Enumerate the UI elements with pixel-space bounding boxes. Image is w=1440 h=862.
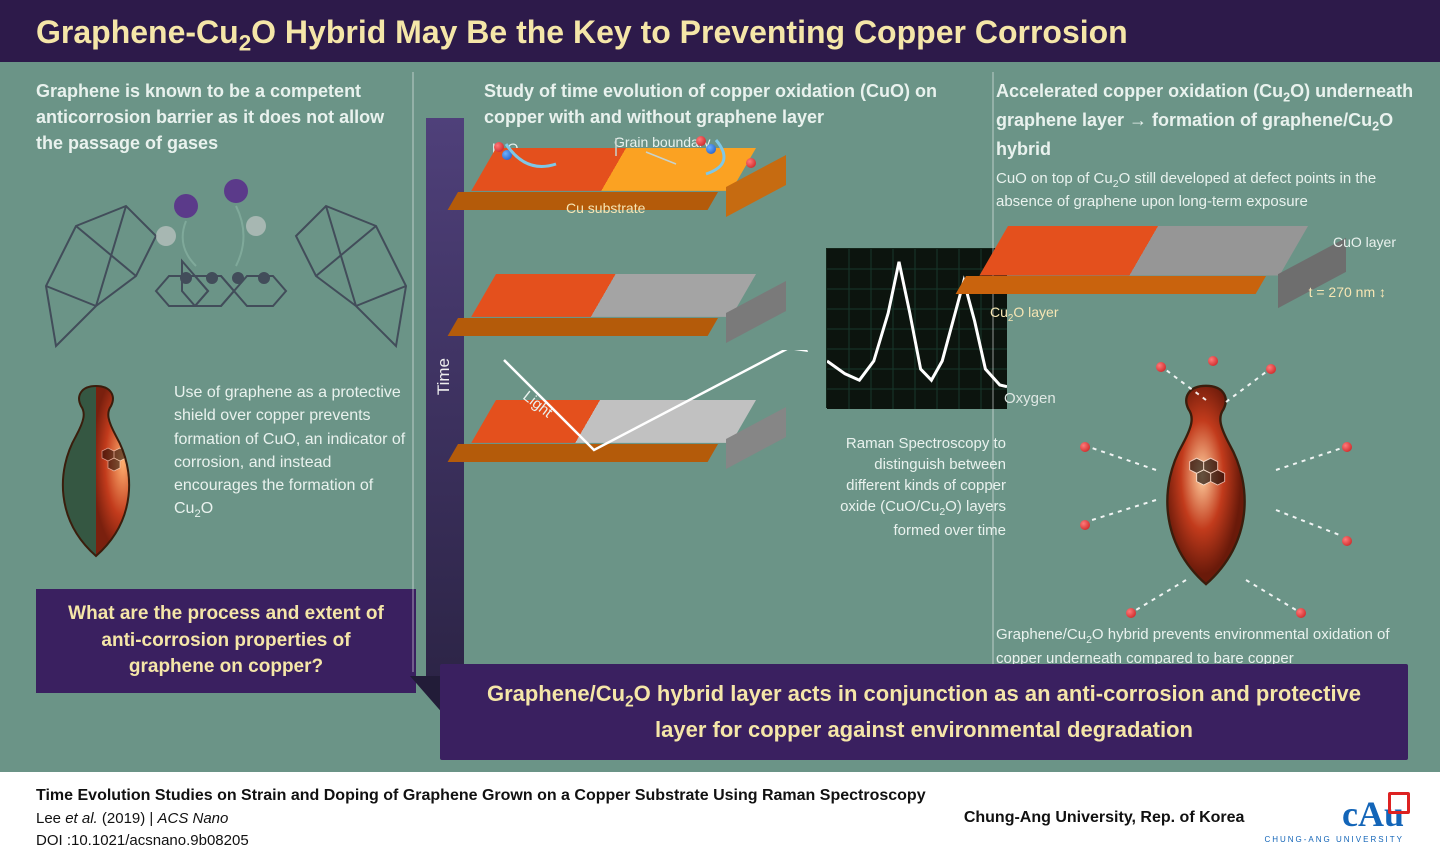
title-bar: Graphene-Cu2O Hybrid May Be the Key to P…: [0, 0, 1440, 62]
right-panel: Accelerated copper oxidation (Cu2O) unde…: [996, 78, 1416, 756]
cu2o-layer-label: Cu2O layer: [990, 304, 1058, 324]
slab-b: [496, 274, 796, 374]
thickness-label: t = 270 nm ↕: [1309, 284, 1386, 300]
middle-panel: Time Study of time evolution of copper o…: [426, 78, 986, 756]
water-arrows-icon: [486, 134, 786, 204]
left-description: Use of graphene as a protective shield o…: [174, 381, 416, 522]
graphene-arms-icon: [36, 166, 416, 366]
graphene-flex-illustration: [36, 166, 416, 371]
time-axis: Time: [426, 78, 466, 756]
footer: Time Evolution Studies on Strain and Dop…: [0, 772, 1440, 862]
oxygen-repel-arrows-icon: [996, 360, 1416, 620]
citation-block: Time Evolution Studies on Strain and Dop…: [36, 784, 926, 853]
institution-name: Chung-Ang University, Rep. of Korea: [964, 809, 1245, 827]
right-caption: Graphene/Cu2O hybrid prevents environmen…: [996, 624, 1416, 669]
right-intro: Accelerated copper oxidation (Cu2O) unde…: [996, 78, 1416, 162]
time-label: Time: [434, 358, 454, 395]
layered-slab: [1008, 226, 1348, 336]
divider: [992, 72, 994, 672]
right-sub: CuO on top of Cu2O still developed at de…: [996, 168, 1416, 213]
paper-doi: DOI :10.1021/acsnano.9b08205: [36, 830, 926, 853]
vase-half-corroded-icon: [36, 381, 156, 561]
paper-title: Time Evolution Studies on Strain and Dop…: [36, 784, 926, 808]
cuo-layer-label: CuO layer: [1333, 234, 1396, 250]
university-logo-icon: cAu CHUNG-ANG UNIVERSITY: [1264, 793, 1404, 844]
left-intro: Graphene is known to be a competent anti…: [36, 78, 416, 156]
paper-citation: Lee et al. (2019) | ACS Nano: [36, 808, 926, 831]
slab-a: Cu substrate: [496, 148, 796, 248]
question-text: What are the process and extent of anti-…: [68, 603, 384, 677]
page-title: Graphene-Cu2O Hybrid May Be the Key to P…: [36, 14, 1128, 50]
raman-caption: Raman Spectroscopy to distinguish betwee…: [836, 433, 1006, 541]
divider: [412, 72, 414, 672]
left-panel: Graphene is known to be a competent anti…: [36, 78, 416, 756]
mid-intro: Study of time evolution of copper oxidat…: [484, 78, 986, 130]
raman-chart: [826, 248, 1006, 408]
question-callout: What are the process and extent of anti-…: [36, 589, 416, 693]
slab-c: [496, 400, 796, 500]
conclusion-text: Graphene/Cu2O hybrid layer acts in conju…: [487, 681, 1361, 742]
conclusion-callout: Graphene/Cu2O hybrid layer acts in conju…: [440, 664, 1408, 760]
infographic-body: Graphene is known to be a competent anti…: [0, 62, 1440, 772]
